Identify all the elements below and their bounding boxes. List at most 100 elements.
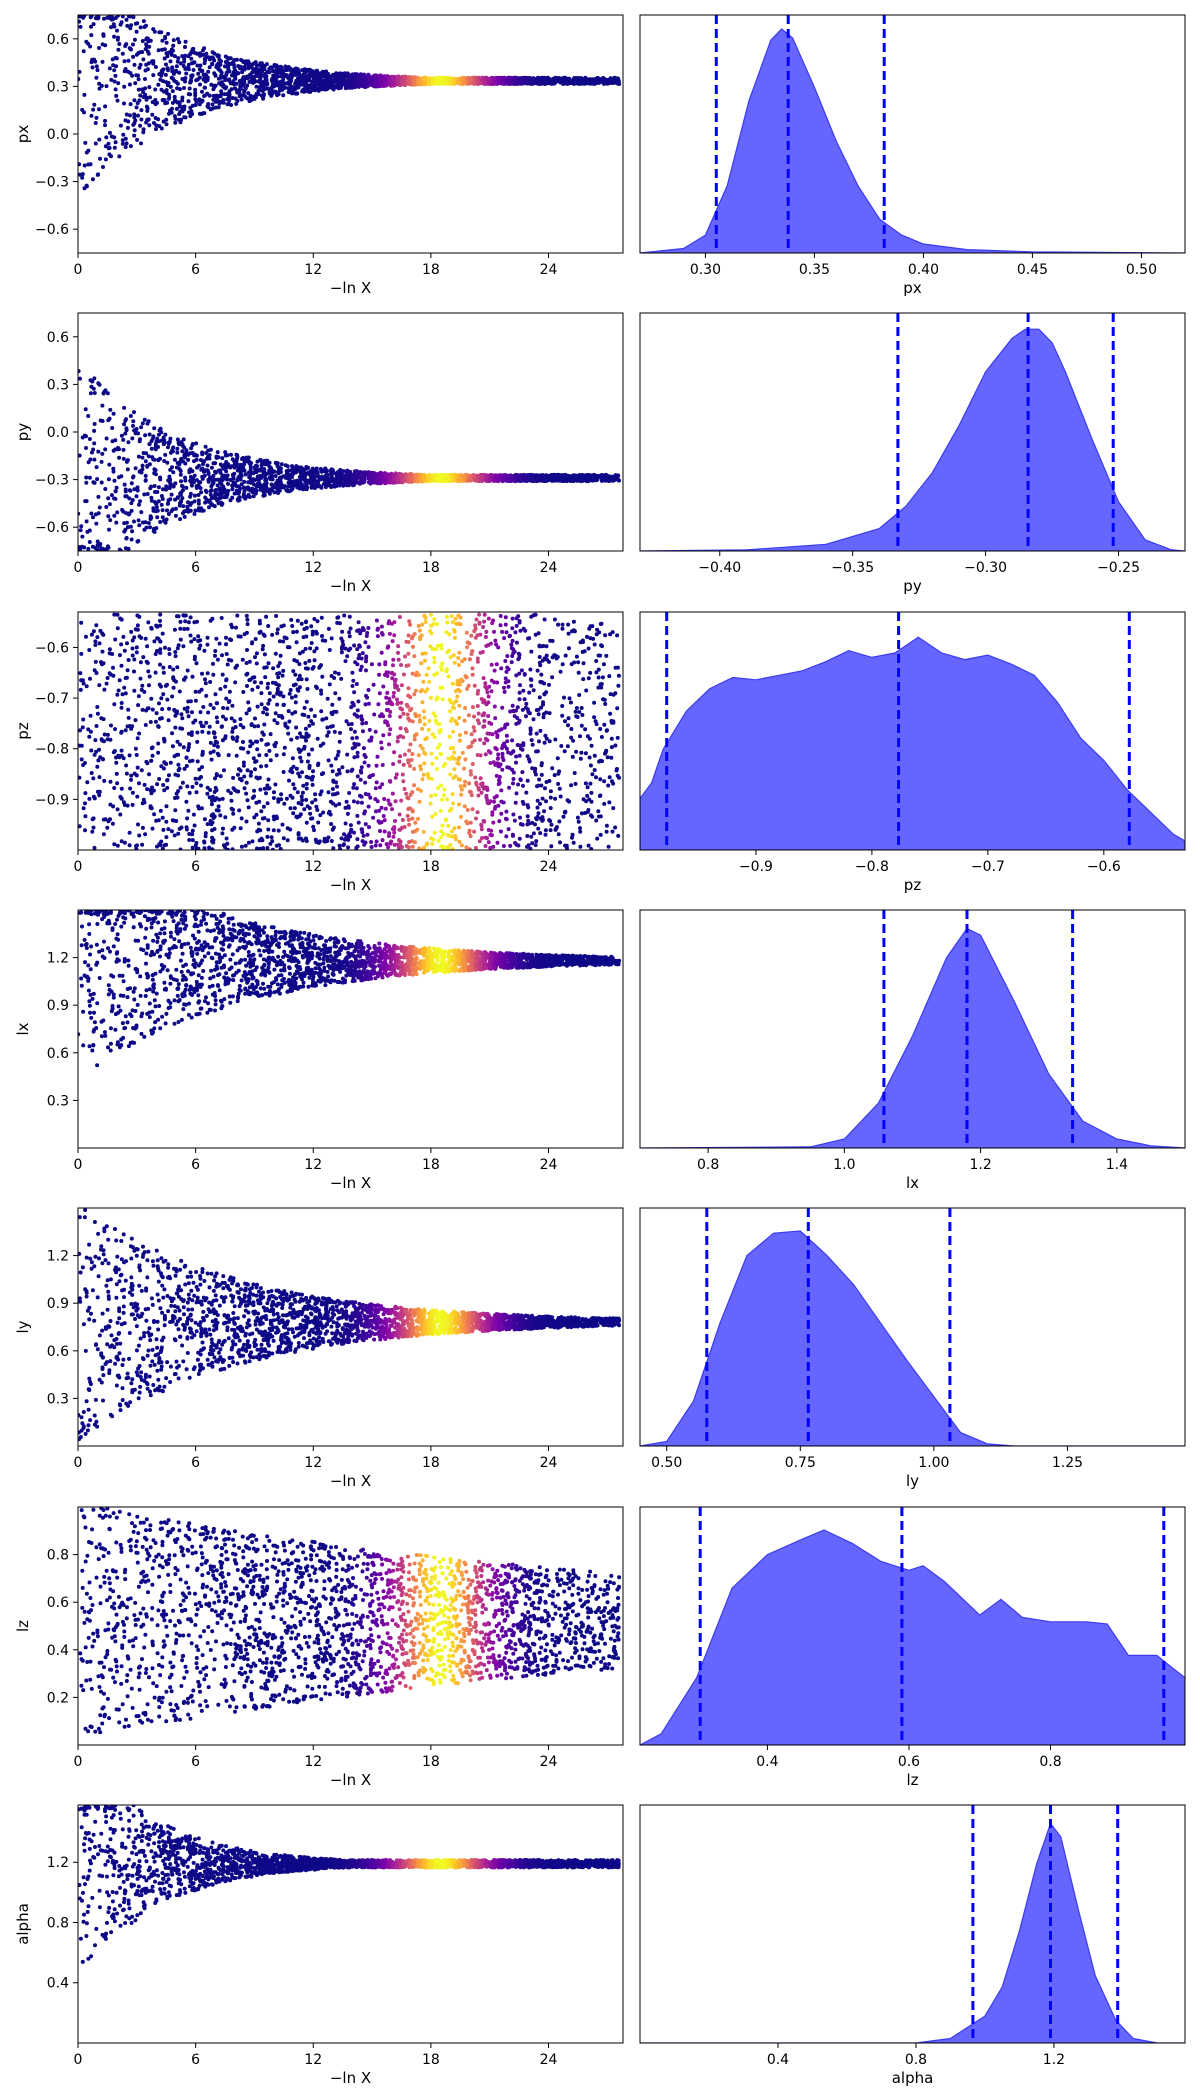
- trace-ytick-px-1: −0.3: [35, 175, 69, 191]
- trace-xtick-lx-3: 18: [422, 1157, 440, 1173]
- posterior-axes-py: [639, 312, 1186, 552]
- trace-xlabel: −ln X: [330, 279, 371, 297]
- posterior-xtick-lx-2: 1.2: [969, 1157, 991, 1173]
- trace-xtick-pz-0: 0: [74, 859, 83, 875]
- trace-points-px: [78, 15, 621, 191]
- trace-ytick-py-1: −0.3: [35, 473, 69, 489]
- trace-ytick-lz-1: 0.4: [47, 1643, 69, 1659]
- trace-xtick-alpha-3: 18: [422, 2052, 440, 2068]
- trace-xtick-lx-4: 24: [540, 1157, 558, 1173]
- param-row-pz: 0 6 12 18 24 −0.6 −0.7 −0.8 −0.9 −ln X pz −0.9 −0.8 −…: [14, 611, 1186, 894]
- trace-ytick-ly-3: 1.2: [47, 1249, 69, 1265]
- trace-ytick-lz-2: 0.6: [47, 1595, 69, 1611]
- trace-axes-pz: [77, 611, 624, 851]
- trace-points-lx: [78, 910, 622, 1068]
- trace-ytick-lx-2: 0.9: [47, 998, 69, 1014]
- trace-ylabel-ly: ly: [14, 1320, 32, 1333]
- trace-axes-alpha: [77, 1804, 624, 2044]
- trace-xtick-lz-1: 6: [191, 1754, 200, 1770]
- trace-xtick-ly-3: 18: [422, 1455, 440, 1471]
- posterior-xtick-py-2: −0.30: [964, 560, 1007, 576]
- trace-xtick-lx-0: 0: [74, 1157, 83, 1173]
- posterior-axes-px: [639, 14, 1186, 254]
- posterior-axes-lx: [639, 909, 1186, 1149]
- posterior-density-alpha: [640, 1822, 1185, 2043]
- posterior-xtick-py-3: −0.25: [1097, 560, 1140, 576]
- trace-xlabel: −ln X: [330, 1174, 371, 1192]
- trace-ytick-lx-0: 0.3: [47, 1093, 69, 1109]
- posterior-xtick-px-0: 0.30: [690, 262, 721, 278]
- posterior-xtick-ly-2: 1.00: [918, 1455, 949, 1471]
- trace-ytick-px-2: 0.0: [47, 127, 69, 143]
- posterior-xlabel-lx: lx: [906, 1174, 919, 1192]
- trace-xtick-px-1: 6: [191, 262, 200, 278]
- posterior-xtick-lz-2: 0.8: [1039, 1754, 1061, 1770]
- posterior-xlabel-lz: lz: [906, 1771, 918, 1789]
- trace-xtick-lz-0: 0: [74, 1754, 83, 1770]
- posterior-xtick-lz-1: 0.6: [898, 1754, 920, 1770]
- trace-ytick-alpha-1: 0.8: [47, 1915, 69, 1931]
- param-row-px: 0 6 12 18 24 −0.6 −0.3 0.0 0.3 0.6 −ln X px 0.30 0.35…: [14, 14, 1186, 297]
- posterior-xtick-py-1: −0.35: [831, 560, 874, 576]
- trace-xlabel: −ln X: [330, 577, 371, 595]
- trace-axes-lx: [77, 909, 624, 1149]
- trace-xtick-alpha-1: 6: [191, 2052, 200, 2068]
- trace-xtick-ly-1: 6: [191, 1455, 200, 1471]
- trace-ytick-px-3: 0.3: [47, 79, 69, 95]
- trace-ytick-py-4: 0.6: [47, 330, 69, 346]
- trace-xtick-px-0: 0: [74, 262, 83, 278]
- posterior-xtick-ly-0: 0.50: [651, 1455, 682, 1471]
- posterior-xtick-lx-3: 1.4: [1106, 1157, 1128, 1173]
- trace-points-pz: [78, 612, 621, 850]
- trace-ylabel-alpha: alpha: [14, 1903, 32, 1945]
- posterior-xtick-lx-0: 0.8: [697, 1157, 719, 1173]
- trace-xlabel: −ln X: [330, 1771, 371, 1789]
- posterior-density-ly: [640, 1230, 1185, 1446]
- trace-ytick-pz-2: −0.8: [35, 742, 69, 758]
- trace-ytick-lx-1: 0.6: [47, 1046, 69, 1062]
- posterior-density-pz: [640, 636, 1185, 850]
- trace-ytick-pz-1: −0.7: [35, 691, 69, 707]
- trace-xtick-py-3: 18: [422, 560, 440, 576]
- trace-ytick-alpha-2: 1.2: [47, 1855, 69, 1871]
- posterior-xtick-alpha-1: 0.8: [905, 2052, 927, 2068]
- trace-xtick-ly-0: 0: [74, 1455, 83, 1471]
- posterior-xtick-px-2: 0.40: [908, 262, 939, 278]
- trace-xtick-alpha-2: 12: [304, 2052, 322, 2068]
- posterior-axes-alpha: [639, 1804, 1186, 2044]
- posterior-xtick-lz-0: 0.4: [756, 1754, 778, 1770]
- trace-ytick-py-2: 0.0: [47, 425, 69, 441]
- posterior-xtick-lx-1: 1.0: [833, 1157, 855, 1173]
- trace-xtick-pz-1: 6: [191, 859, 200, 875]
- trace-xtick-py-4: 24: [540, 560, 558, 576]
- param-row-ly: 0 6 12 18 24 0.3 0.6 0.9 1.2 −ln X ly 0.50 0.75 1.00 1…: [14, 1207, 1186, 1490]
- trace-ylabel-px: px: [14, 125, 32, 144]
- trace-ytick-py-3: 0.3: [47, 377, 69, 393]
- posterior-density-px: [640, 28, 1185, 253]
- trace-xtick-px-3: 18: [422, 262, 440, 278]
- trace-xlabel: −ln X: [330, 1472, 371, 1490]
- param-row-alpha: 0 6 12 18 24 0.4 0.8 1.2 −ln X alpha 0.4 0.8 1.2 alph…: [14, 1804, 1186, 2087]
- trace-ytick-px-4: 0.6: [47, 32, 69, 48]
- posterior-density-py: [640, 328, 1185, 551]
- posterior-xtick-pz-0: −0.9: [739, 859, 773, 875]
- posterior-axes-ly: [639, 1207, 1186, 1447]
- posterior-xlabel-pz: pz: [904, 876, 922, 894]
- trace-ytick-lz-0: 0.2: [47, 1690, 69, 1706]
- posterior-xtick-pz-3: −0.6: [1087, 859, 1121, 875]
- trace-points-alpha: [78, 1805, 621, 1964]
- param-row-lz: 0 6 12 18 24 0.2 0.4 0.6 0.8 −ln X lz 0.4 0.6 0.8 lz: [14, 1506, 1186, 1789]
- trace-xlabel: −ln X: [330, 876, 371, 894]
- posterior-xlabel-ly: ly: [906, 1472, 919, 1490]
- trace-axes-lz: [77, 1506, 624, 1746]
- trace-ylabel-lx: lx: [14, 1022, 32, 1035]
- trace-ytick-pz-0: −0.6: [35, 640, 69, 656]
- posterior-density-lx: [640, 927, 1185, 1148]
- trace-xtick-lz-4: 24: [540, 1754, 558, 1770]
- trace-points-py: [78, 369, 621, 551]
- trace-xtick-lx-2: 12: [304, 1157, 322, 1173]
- trace-ylabel-lz: lz: [14, 1620, 32, 1632]
- trace-xtick-pz-4: 24: [540, 859, 558, 875]
- trace-xtick-lz-3: 18: [422, 1754, 440, 1770]
